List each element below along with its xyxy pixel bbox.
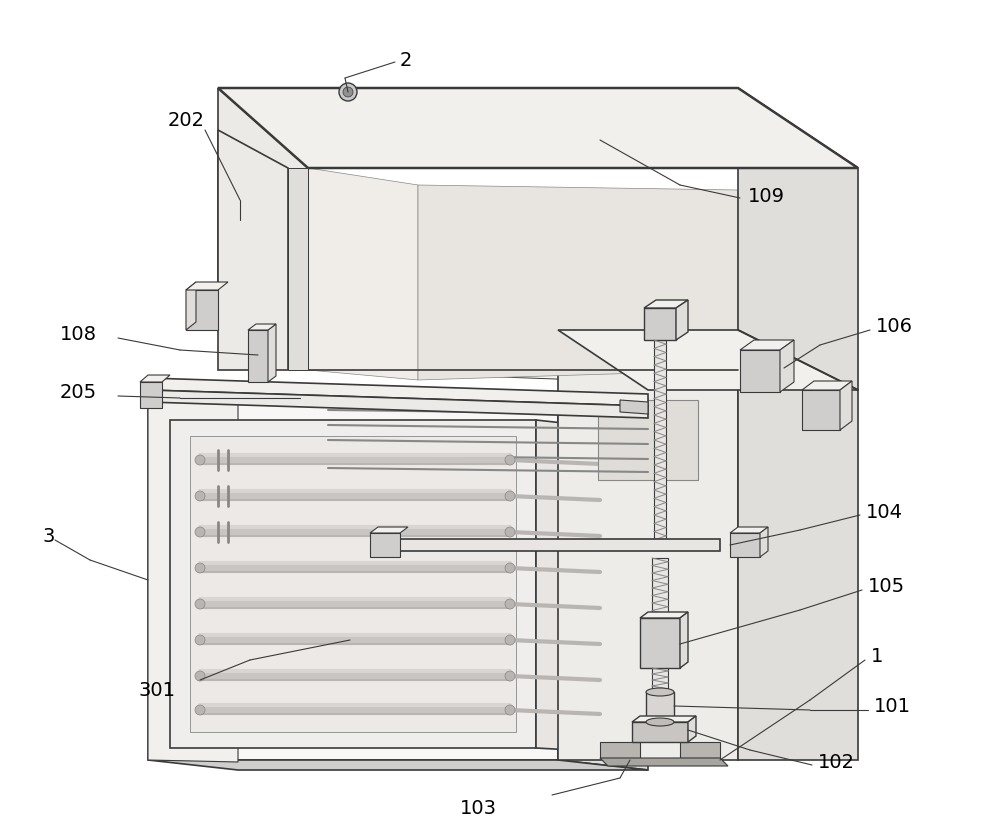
- Polygon shape: [740, 350, 780, 392]
- Circle shape: [505, 527, 515, 537]
- Text: 108: 108: [60, 326, 97, 345]
- Polygon shape: [558, 330, 858, 390]
- Polygon shape: [600, 758, 728, 766]
- Polygon shape: [186, 290, 218, 330]
- Polygon shape: [148, 394, 648, 404]
- Polygon shape: [148, 390, 648, 418]
- Polygon shape: [780, 340, 794, 392]
- Polygon shape: [654, 340, 666, 540]
- Polygon shape: [218, 310, 858, 390]
- Polygon shape: [148, 378, 648, 406]
- Circle shape: [195, 635, 205, 645]
- Polygon shape: [740, 340, 794, 350]
- Polygon shape: [680, 742, 720, 758]
- Polygon shape: [730, 533, 760, 557]
- Text: 103: 103: [460, 798, 497, 817]
- Circle shape: [195, 491, 205, 501]
- Polygon shape: [380, 539, 720, 551]
- Circle shape: [339, 83, 357, 101]
- Text: 202: 202: [168, 110, 205, 129]
- Polygon shape: [148, 760, 648, 770]
- Polygon shape: [248, 324, 276, 330]
- Polygon shape: [370, 527, 408, 533]
- Text: 105: 105: [868, 578, 905, 596]
- Circle shape: [505, 491, 515, 501]
- Polygon shape: [760, 527, 768, 557]
- Polygon shape: [632, 716, 696, 722]
- Polygon shape: [170, 420, 536, 748]
- Polygon shape: [218, 130, 288, 370]
- Polygon shape: [646, 692, 674, 722]
- Polygon shape: [802, 390, 840, 430]
- Circle shape: [195, 563, 205, 573]
- Circle shape: [505, 671, 515, 681]
- Text: 205: 205: [60, 383, 97, 402]
- Polygon shape: [840, 381, 852, 430]
- Polygon shape: [218, 88, 308, 370]
- Polygon shape: [190, 436, 516, 732]
- Text: 109: 109: [748, 186, 785, 205]
- Text: 104: 104: [866, 503, 903, 522]
- Polygon shape: [536, 420, 608, 752]
- Text: 101: 101: [874, 697, 911, 716]
- Circle shape: [505, 455, 515, 465]
- Polygon shape: [370, 533, 400, 557]
- Polygon shape: [688, 716, 696, 742]
- Polygon shape: [738, 88, 858, 390]
- Polygon shape: [288, 168, 308, 370]
- Polygon shape: [598, 400, 698, 480]
- Circle shape: [195, 527, 205, 537]
- Circle shape: [505, 705, 515, 715]
- Polygon shape: [558, 402, 648, 770]
- Polygon shape: [640, 618, 680, 668]
- Text: 3: 3: [42, 528, 54, 546]
- Text: 301: 301: [138, 681, 175, 700]
- Circle shape: [195, 455, 205, 465]
- Circle shape: [195, 705, 205, 715]
- Polygon shape: [218, 88, 858, 168]
- Polygon shape: [148, 394, 238, 762]
- Polygon shape: [308, 168, 418, 380]
- Polygon shape: [680, 612, 688, 668]
- Text: 106: 106: [876, 317, 913, 337]
- Circle shape: [505, 635, 515, 645]
- Polygon shape: [652, 558, 668, 618]
- Ellipse shape: [646, 688, 674, 696]
- Polygon shape: [802, 381, 852, 390]
- Polygon shape: [600, 742, 640, 758]
- Polygon shape: [418, 185, 738, 380]
- Polygon shape: [186, 282, 228, 290]
- Ellipse shape: [646, 718, 674, 726]
- Polygon shape: [248, 330, 268, 382]
- Polygon shape: [632, 722, 688, 742]
- Polygon shape: [644, 308, 676, 340]
- Circle shape: [195, 671, 205, 681]
- Polygon shape: [140, 382, 162, 408]
- Polygon shape: [268, 324, 276, 382]
- Circle shape: [343, 87, 353, 97]
- Polygon shape: [558, 330, 738, 760]
- Polygon shape: [620, 400, 648, 414]
- Text: 2: 2: [400, 50, 412, 69]
- Polygon shape: [652, 668, 668, 692]
- Polygon shape: [640, 612, 688, 618]
- Polygon shape: [730, 527, 768, 533]
- Polygon shape: [148, 402, 558, 760]
- Circle shape: [505, 599, 515, 609]
- Text: 1: 1: [871, 647, 883, 666]
- Polygon shape: [140, 375, 170, 382]
- Polygon shape: [644, 300, 688, 308]
- Polygon shape: [738, 330, 858, 760]
- Text: 102: 102: [818, 752, 855, 772]
- Polygon shape: [186, 282, 196, 330]
- Circle shape: [195, 599, 205, 609]
- Polygon shape: [676, 300, 688, 340]
- Circle shape: [505, 563, 515, 573]
